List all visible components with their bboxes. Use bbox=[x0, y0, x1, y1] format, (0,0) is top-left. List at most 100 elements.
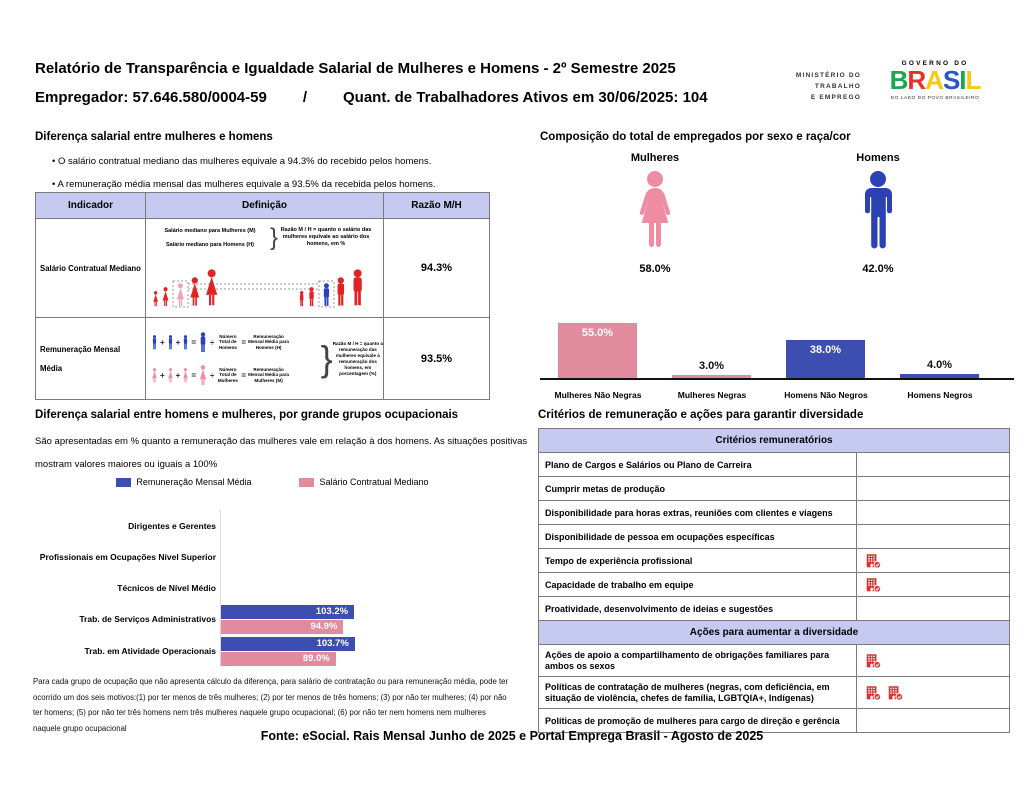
ministry-line: E EMPREGO bbox=[810, 94, 861, 101]
men-label: Homens bbox=[856, 152, 900, 164]
men-share-block: Homens 42.0% bbox=[818, 152, 938, 275]
criteria-section-header: Critérios remuneratórios bbox=[539, 429, 1009, 453]
race-bar-chart: 55.0% Mulheres Não Negras 3.0% Mulheres Neg… bbox=[540, 298, 1016, 404]
definition-median-diagram: Salário mediano para Mulheres (M) Salári… bbox=[146, 219, 384, 317]
logo-tagline: DO LADO DO POVO BRASILEIRO bbox=[890, 96, 980, 101]
brasil-letter: L bbox=[965, 65, 982, 95]
criteria-label: Cumprir metas de produção bbox=[539, 477, 857, 500]
legend-swatch-pink bbox=[299, 477, 315, 487]
company-check-icon bbox=[865, 577, 882, 593]
legend-swatch-blue bbox=[116, 477, 132, 487]
criteria-table: Critérios remuneratórios Plano de Cargos … bbox=[538, 428, 1010, 733]
brasil-letter: A bbox=[925, 65, 944, 95]
indicator-label: Remuneração Mensal Média bbox=[36, 318, 146, 399]
brace-glyph: } bbox=[270, 224, 279, 251]
brasil-letter: I bbox=[959, 65, 966, 95]
occupation-bars bbox=[220, 510, 221, 541]
race-bar bbox=[558, 323, 637, 378]
race-category-label: Mulheres Não Negras bbox=[554, 390, 642, 400]
criteria-icons-cell bbox=[857, 477, 1009, 500]
mean-ratio-note: Razão M / H = quanto a remuneração das m… bbox=[332, 340, 383, 376]
median-women-line: Salário mediano para Mulheres (M) bbox=[164, 228, 256, 234]
source-footer: Fonte: eSocial. Rais Mensal Junho de 202… bbox=[260, 729, 764, 743]
men-result-label: Remuneração Mensal Média para Homens (H) bbox=[248, 333, 289, 350]
governo-do-text: GOVERNO DO bbox=[901, 60, 969, 67]
men-percentage: 42.0% bbox=[862, 263, 894, 275]
criteria-icons-cell bbox=[857, 549, 1009, 572]
criteria-icons-cell bbox=[857, 677, 1009, 708]
table-row-mean-remuneration: Remuneração Mensal Média + + = ÷ Número … bbox=[36, 317, 489, 399]
active-workers-count: Quant. de Trabalhadores Ativos em 30/06/… bbox=[342, 89, 708, 106]
table-row-median-salary: Salário Contratual Mediano Salário media… bbox=[36, 218, 489, 317]
occupation-category-label: Trab. de Serviços Administrativos bbox=[79, 614, 216, 624]
col-definicao: Definição bbox=[146, 193, 384, 218]
criteria-icons-cell bbox=[857, 453, 1009, 476]
occupation-bars bbox=[220, 572, 221, 603]
criteria-label: Políticas de contratação de mulheres (ne… bbox=[539, 677, 857, 708]
woman-icon bbox=[633, 170, 677, 250]
formula-men: + + = ÷ Número Total de Homens = Remuner… bbox=[150, 326, 321, 359]
definition-mean-diagram: + + = ÷ Número Total de Homens = Remuner… bbox=[146, 318, 384, 399]
occupation-row: Trab. em Atividade Operacionais 103.7% 89.… bbox=[30, 635, 512, 667]
criteria-row: Proatividade, desenvolvimento de ideias … bbox=[539, 597, 1009, 621]
report-subtitle: Empregador: 57.646.580/0004-59 / Quant. … bbox=[35, 89, 708, 106]
ministry-line: TRABALHO bbox=[814, 83, 861, 90]
legend-label: Remuneração Mensal Média bbox=[136, 477, 252, 487]
criteria-icons-cell bbox=[857, 501, 1009, 524]
women-share-block: Mulheres 58.0% bbox=[595, 152, 715, 275]
criteria-row: Cumprir metas de produção bbox=[539, 477, 1009, 501]
occupation-bars: 103.2% 94.9% bbox=[220, 603, 355, 635]
company-check-icon bbox=[865, 553, 882, 569]
women-percentage: 58.0% bbox=[639, 263, 671, 275]
criteria-label: Plano de Cargos e Salários ou Plano de C… bbox=[539, 453, 857, 476]
col-razao-mh: Razão M/H bbox=[411, 200, 462, 211]
race-category-label: Homens Não Negros bbox=[784, 390, 868, 400]
race-category-label: Mulheres Negras bbox=[677, 390, 747, 400]
criteria-row: Tempo de experiência profissional bbox=[539, 549, 1009, 573]
criteria-label: Disponibilidade de pessoa em ocupações e… bbox=[539, 525, 857, 548]
governo-brasil-logo: GOVERNO DO BRASIL DO LADO DO POVO BRASIL… bbox=[876, 60, 994, 101]
race-bar-value: 4.0% bbox=[926, 359, 953, 371]
occupation-row: Profissionais em Ocupações Nível Superio… bbox=[30, 541, 512, 572]
formula-women: + + = ÷ Número Total de Mulheres = Remun… bbox=[150, 359, 321, 392]
criteria-row: Ações de apoio a compartilhamento de obr… bbox=[539, 645, 1009, 677]
occupation-bar: 103.7% bbox=[221, 636, 355, 651]
race-bar-value: 55.0% bbox=[581, 327, 614, 339]
women-label: Mulheres bbox=[630, 152, 680, 164]
occupation-row: Dirigentes e Gerentes bbox=[30, 510, 512, 541]
bullet-median-salary: O salário contratual mediano das mulhere… bbox=[52, 150, 436, 173]
median-ratio-note: Razão M / H = quanto o salário das mulhe… bbox=[280, 227, 372, 247]
report-title: Relatório de Transparência e Igualdade S… bbox=[35, 60, 676, 77]
criteria-icons-cell bbox=[857, 597, 1009, 620]
indicator-table-header: Indicador Definição Razão M/H bbox=[36, 193, 489, 218]
occupation-bar-chart: Dirigentes e Gerentes Profissionais em Oc… bbox=[30, 510, 512, 667]
legend-label: Salário Contratual Mediano bbox=[319, 477, 429, 487]
brasil-letter: S bbox=[942, 65, 960, 95]
occupation-category-label: Profissionais em Ocupações Nível Superio… bbox=[39, 551, 216, 562]
criteria-label: Ações de apoio a compartilhamento de obr… bbox=[539, 645, 857, 676]
people-comparison-diagram bbox=[153, 269, 362, 308]
section-title-composition: Composição do total de empregados por se… bbox=[540, 131, 851, 143]
employer-id: Empregador: 57.646.580/0004-59 bbox=[35, 89, 267, 106]
race-bar bbox=[900, 374, 979, 378]
race-bar bbox=[786, 340, 865, 378]
race-bar bbox=[672, 375, 751, 378]
occupation-bars: 103.7% 89.0% bbox=[220, 635, 355, 667]
company-check-icon bbox=[865, 653, 882, 669]
ratio-value: 94.3% bbox=[420, 262, 453, 274]
occupation-bar: 103.2% bbox=[221, 604, 355, 619]
criteria-row: Capacidade de trabalho em equipe bbox=[539, 573, 1009, 597]
occupation-category-label: Técnicos de Nível Médio bbox=[117, 582, 216, 593]
occupations-footnote: Para cada grupo de ocupação que não apre… bbox=[33, 677, 509, 733]
section-title-salary-diff: Diferença salarial entre mulheres e home… bbox=[35, 131, 273, 143]
occupation-bars bbox=[220, 541, 221, 572]
brasil-letter: R bbox=[907, 65, 926, 95]
brace-glyph: } bbox=[320, 337, 333, 379]
section-title-occupations: Diferença salarial entre homens e mulher… bbox=[35, 409, 459, 421]
indicator-label: Salário Contratual Mediano bbox=[36, 219, 146, 317]
race-bar-value: 3.0% bbox=[698, 360, 725, 372]
occupation-bar: 94.9% bbox=[221, 619, 344, 634]
company-check-icon bbox=[887, 685, 904, 701]
race-bar-value: 38.0% bbox=[809, 344, 842, 356]
